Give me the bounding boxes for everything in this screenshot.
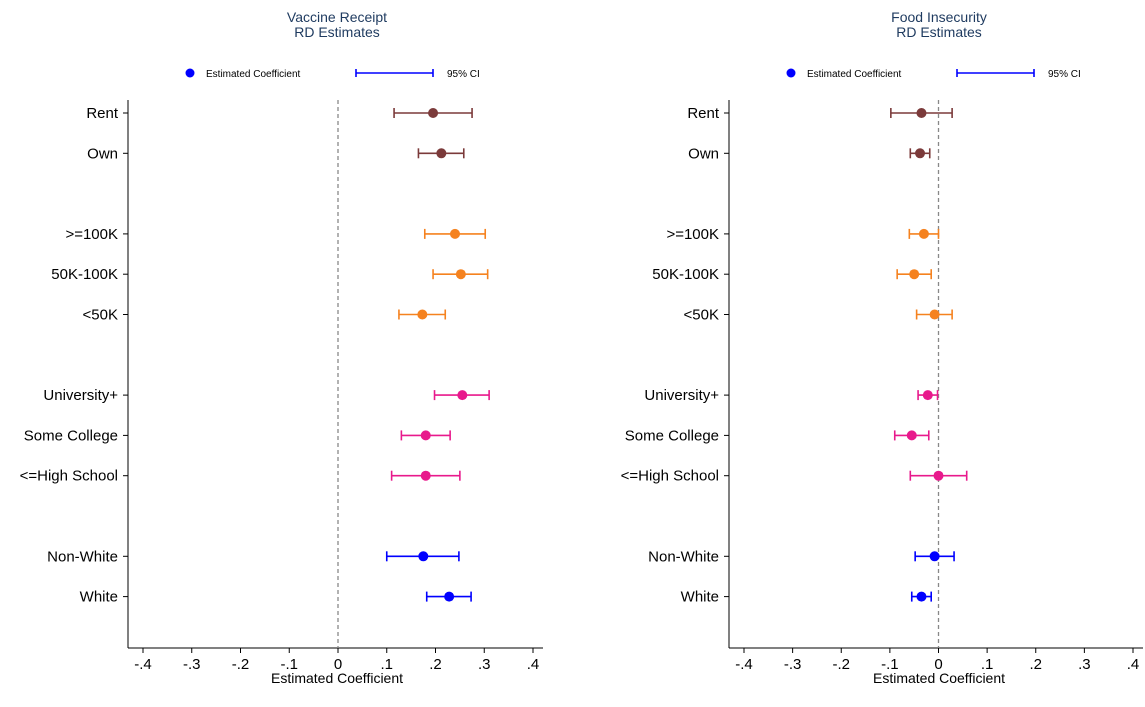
category-label: 50K-100K bbox=[652, 266, 719, 283]
x-tick-label: -.3 bbox=[183, 656, 201, 673]
category-label: >=100K bbox=[65, 226, 118, 243]
category-label: Some College bbox=[24, 427, 118, 444]
category-label: Own bbox=[87, 145, 118, 162]
x-tick-label: -.1 bbox=[280, 656, 298, 673]
category-label: Own bbox=[688, 145, 719, 162]
x-tick-label: -.2 bbox=[232, 656, 250, 673]
x-tick-label: .1 bbox=[380, 656, 393, 673]
category-label: 50K-100K bbox=[51, 266, 118, 283]
chart-title-line: RD Estimates bbox=[896, 24, 982, 40]
estimate-point bbox=[455, 269, 466, 280]
category-label: <50K bbox=[83, 307, 118, 324]
x-tick-label: -.3 bbox=[784, 656, 802, 673]
estimate-point bbox=[450, 228, 460, 239]
estimate-point bbox=[929, 551, 940, 562]
x-tick-label: .2 bbox=[1029, 656, 1042, 673]
category-label: >=100K bbox=[666, 226, 719, 243]
legend-ci-label: 95% CI bbox=[1048, 69, 1081, 80]
chart-title-line: RD Estimates bbox=[294, 24, 380, 40]
estimate-point bbox=[933, 470, 944, 481]
estimate-point bbox=[918, 228, 929, 239]
estimate-point bbox=[436, 148, 447, 159]
x-tick-label: -.4 bbox=[134, 656, 152, 673]
category-label: White bbox=[80, 589, 118, 606]
x-axis-label: Estimated Coefficient bbox=[873, 670, 1005, 686]
category-label: Non-White bbox=[47, 548, 118, 565]
x-tick-label: -.1 bbox=[881, 656, 899, 673]
legend-point-label: Estimated Coefficient bbox=[807, 69, 902, 80]
x-tick-label: .1 bbox=[981, 656, 994, 673]
estimate-point bbox=[915, 148, 926, 159]
chart-title-line: Food Insecurity bbox=[891, 9, 987, 25]
legend-point-marker bbox=[786, 68, 796, 78]
x-tick-label: .3 bbox=[478, 656, 491, 673]
category-label: <=High School bbox=[621, 468, 719, 485]
estimate-point bbox=[444, 591, 455, 602]
category-label: University+ bbox=[644, 387, 719, 404]
category-label: Some College bbox=[625, 427, 719, 444]
category-label: <50K bbox=[684, 307, 719, 324]
category-label: University+ bbox=[43, 387, 118, 404]
estimate-point bbox=[428, 108, 439, 118]
x-tick-label: .2 bbox=[429, 656, 442, 673]
estimate-point bbox=[420, 430, 431, 441]
x-tick-label: .4 bbox=[1127, 656, 1140, 673]
category-label: Rent bbox=[86, 105, 119, 122]
legend-point-label: Estimated Coefficient bbox=[206, 69, 301, 80]
estimate-point bbox=[418, 551, 429, 562]
estimate-point bbox=[909, 269, 920, 280]
x-tick-label: -.4 bbox=[735, 656, 753, 673]
category-label: White bbox=[681, 589, 719, 606]
estimate-point bbox=[929, 309, 940, 320]
estimate-point bbox=[916, 591, 927, 602]
estimate-point bbox=[922, 390, 933, 401]
legend: Estimated Coefficient 95% CI bbox=[185, 68, 480, 80]
x-tick-label: .4 bbox=[527, 656, 540, 673]
legend: Estimated Coefficient 95% CI bbox=[786, 68, 1081, 80]
category-label: Rent bbox=[687, 105, 720, 122]
legend-ci-label: 95% CI bbox=[447, 69, 480, 80]
estimate-point bbox=[906, 430, 917, 441]
x-tick-label: .3 bbox=[1078, 656, 1091, 673]
x-tick-label: 0 bbox=[934, 656, 942, 673]
x-tick-label: 0 bbox=[334, 656, 342, 673]
estimate-point bbox=[457, 390, 468, 401]
estimate-point bbox=[916, 108, 927, 118]
chart-title-line: Vaccine Receipt bbox=[287, 9, 387, 25]
estimate-point bbox=[417, 309, 428, 320]
x-axis-label: Estimated Coefficient bbox=[271, 670, 403, 686]
x-tick-label: -.2 bbox=[832, 656, 850, 673]
category-label: <=High School bbox=[20, 468, 118, 485]
category-label: Non-White bbox=[648, 548, 719, 565]
estimate-point bbox=[420, 470, 431, 481]
legend-point-marker bbox=[185, 68, 195, 78]
